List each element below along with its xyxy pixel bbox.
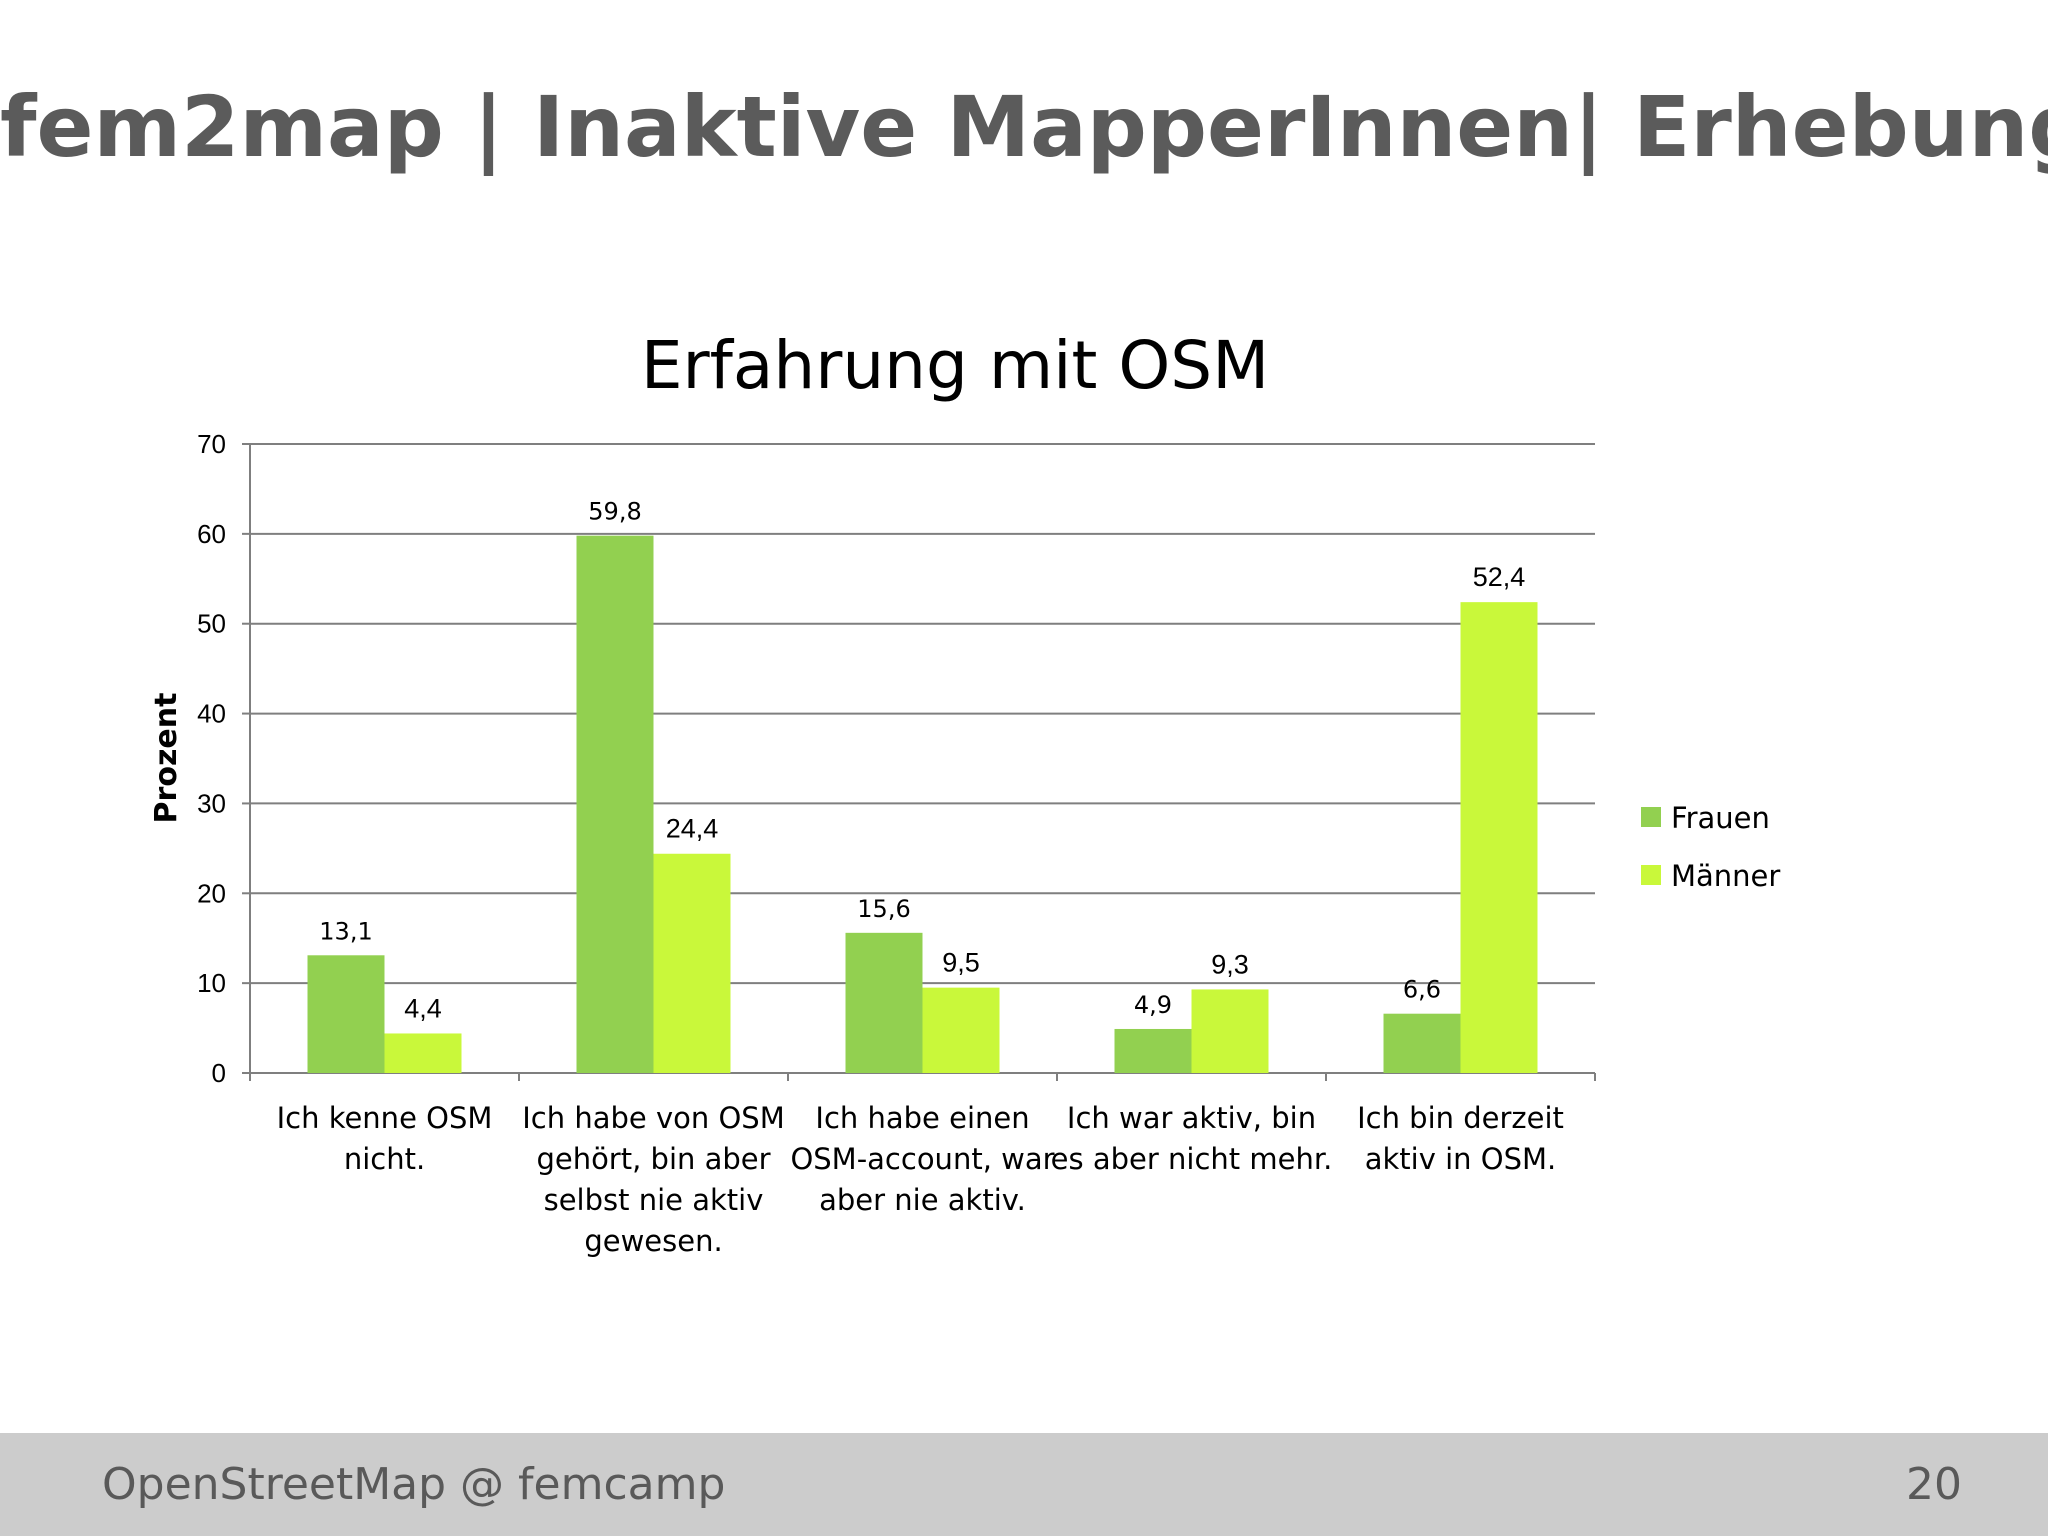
data-label: 6,6 [1403,976,1441,1004]
x-tick-label: aber nie aktiv. [819,1183,1026,1217]
bar-frauen [1114,1028,1192,1073]
legend-label: Frauen [1671,801,1770,835]
data-label: 24,4 [666,814,719,844]
y-tick-label: 30 [197,788,226,818]
data-label: 15,6 [857,895,910,923]
bar-maenner [1191,989,1269,1073]
x-tick-label: selbst nie aktiv [544,1183,764,1217]
x-tick-label: Ich war aktiv, bin [1067,1101,1316,1135]
data-label: 9,5 [942,948,980,978]
x-tick-label: Ich bin derzeit [1357,1101,1564,1135]
slide-title: fem2map | Inaktive MapperInnen| Erhebung [0,78,2048,176]
y-tick-label: 50 [197,609,226,639]
x-tick-label: es aber nicht mehr. [1051,1142,1333,1176]
data-label: 4,4 [404,993,442,1023]
bar-frauen [1383,1013,1461,1073]
x-tick-label: Ich kenne OSM [277,1101,493,1135]
data-label: 13,1 [319,917,372,945]
data-label: 9,3 [1211,949,1249,979]
x-tick-label: Ich habe einen [815,1101,1029,1135]
legend-swatch [1641,807,1661,827]
x-tick-label: gewesen. [584,1224,722,1258]
bar-maenner [384,1033,462,1073]
y-tick-label: 10 [197,968,226,998]
bar-frauen [576,535,654,1073]
chart: Erfahrung mit OSM 0 10 20 30 40 50 60 70 Prozent 1… [149,327,1780,1258]
footer: OpenStreetMap @ femcamp 20 [0,1433,2048,1536]
data-label: 4,9 [1134,991,1172,1019]
bar-maenner [653,853,731,1073]
x-tick-label: aktiv in OSM. [1365,1142,1557,1176]
bar-maenner [922,987,1000,1073]
page-number: 20 [1906,1459,1962,1510]
bar-maenner [1460,602,1538,1073]
bar-frauen [307,955,385,1073]
footer-text: OpenStreetMap @ femcamp [102,1459,726,1510]
y-tick-label: 60 [197,519,226,549]
bar-frauen [845,932,923,1073]
x-tick-label: Ich habe von OSM [522,1101,784,1135]
legend-label: Männer [1671,859,1780,893]
x-tick-label: OSM-account, war [790,1142,1054,1176]
chart-title: Erfahrung mit OSM [641,327,1269,404]
legend-swatch [1641,865,1661,885]
y-tick-label: 0 [212,1058,226,1088]
y-tick-label: 20 [197,878,226,908]
x-tick-label: nicht. [344,1142,425,1176]
chart-svg: Erfahrung mit OSM 0 10 20 30 40 50 60 70 Prozent 1… [149,327,1780,1258]
y-tick-label: 40 [197,699,226,729]
data-label: 59,8 [588,498,641,526]
y-axis-label: Prozent [149,693,184,824]
data-label: 52,4 [1473,562,1526,592]
y-tick-label: 70 [197,429,226,459]
x-tick-label: gehört, bin aber [536,1142,770,1176]
